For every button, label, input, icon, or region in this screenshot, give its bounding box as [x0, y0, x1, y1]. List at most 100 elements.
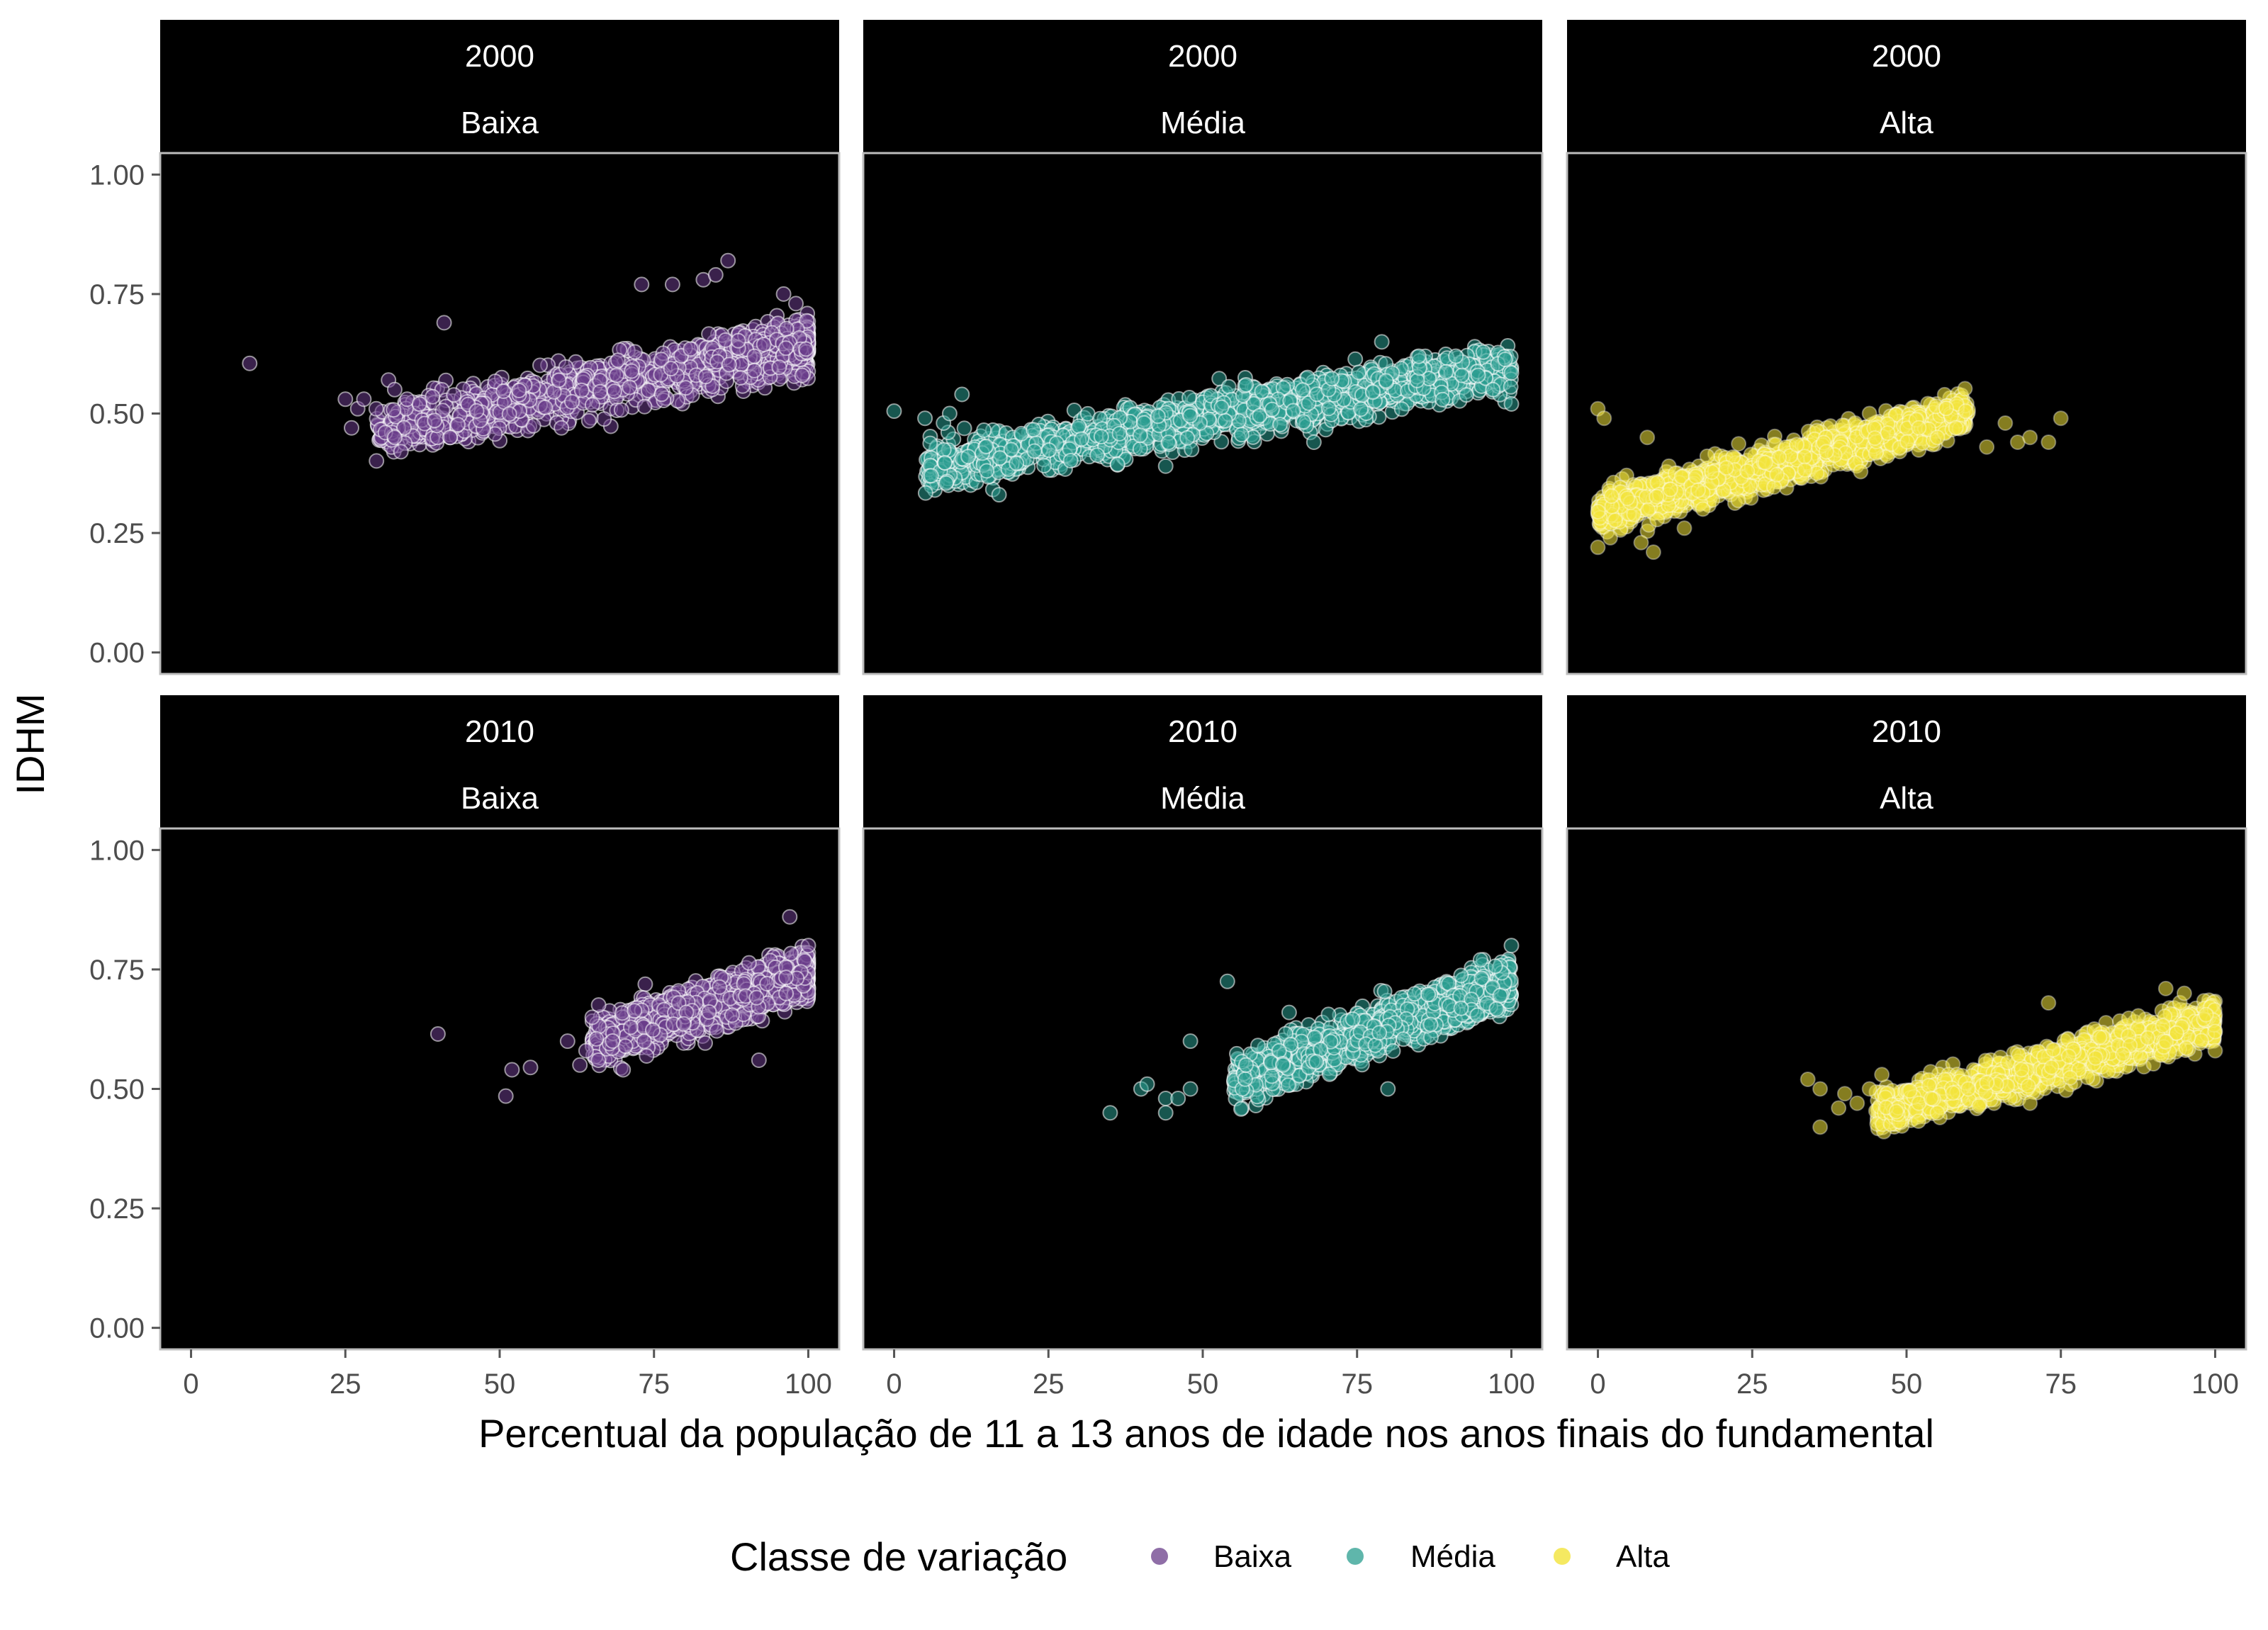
data-point-outlier [1645, 544, 1661, 561]
data-point [386, 402, 402, 418]
data-point [746, 348, 763, 364]
data-point [1731, 436, 1747, 452]
data-point [1041, 442, 1057, 459]
data-point [584, 397, 600, 413]
data-point [1150, 408, 1166, 425]
data-point [1590, 503, 1606, 519]
data-point [1026, 422, 1042, 438]
data-point [937, 455, 953, 471]
data-point-outlier [707, 266, 724, 283]
data-point [624, 363, 640, 379]
data-point [1233, 427, 1250, 443]
data-point [992, 450, 1008, 466]
data-point-outlier [1929, 429, 1946, 446]
data-point [1347, 351, 1364, 367]
data-point [369, 453, 385, 469]
data-point [1264, 401, 1280, 417]
data-point-outlier [1306, 434, 1322, 450]
data-point-outlier [941, 405, 958, 422]
data-point-outlier [1695, 501, 1711, 517]
data-point [1272, 417, 1289, 433]
data-point [1797, 462, 1813, 478]
data-point [922, 435, 938, 451]
data-point-outlier [794, 367, 810, 383]
data-point [1179, 429, 1196, 446]
data-point [573, 382, 590, 398]
data-point-outlier [1639, 429, 1656, 446]
data-point-outlier [1602, 529, 1618, 546]
data-point-outlier [788, 296, 804, 312]
data-point-outlier [1818, 444, 1834, 460]
data-point [1320, 400, 1337, 417]
data-point-outlier [242, 355, 258, 371]
facet-strip-year: 2010 [465, 714, 534, 749]
data-point [1071, 418, 1087, 434]
data-point-outlier [1503, 365, 1520, 381]
facet-strip-class: Baixa [461, 106, 539, 140]
data-point [1771, 449, 1787, 466]
data-point [1619, 490, 1635, 507]
data-point [798, 341, 814, 357]
data-point [1435, 391, 1451, 408]
data-point [1459, 387, 1474, 403]
data-point-outlier [393, 444, 409, 460]
data-point-outlier [1676, 520, 1692, 536]
data-point [1089, 447, 1105, 463]
data-point [717, 332, 734, 348]
data-point [1074, 431, 1089, 447]
data-point [1957, 381, 1973, 397]
data-point [1853, 463, 1869, 480]
data-point [427, 412, 443, 429]
data-point [425, 388, 441, 405]
data-point [1351, 364, 1367, 381]
data-point-outlier [411, 396, 427, 412]
data-point [613, 402, 629, 418]
data-point-outlier [1448, 348, 1464, 364]
data-point [1640, 502, 1656, 518]
data-point [609, 367, 624, 383]
data-point [501, 406, 517, 422]
data-point-outlier [2040, 434, 2057, 450]
data-point [637, 976, 653, 992]
data-point-outlier [1238, 377, 1254, 393]
data-point [1834, 417, 1851, 434]
data-point-outlier [337, 391, 354, 408]
data-point [1704, 464, 1720, 480]
data-point-outlier [991, 487, 1007, 503]
data-point [622, 379, 638, 395]
scatter-points [242, 252, 816, 469]
data-point-outlier [356, 391, 372, 408]
data-point [678, 380, 694, 396]
data-point [1109, 456, 1125, 473]
data-point [1295, 382, 1310, 398]
data-point [1393, 401, 1410, 417]
data-point [606, 383, 622, 400]
facet-strip-class: Média [1160, 106, 1245, 140]
data-point [956, 420, 972, 437]
data-point [1688, 468, 1704, 485]
data-point [1470, 367, 1486, 383]
data-point [495, 383, 512, 399]
data-point-outlier [1590, 539, 1606, 556]
data-point [1739, 463, 1756, 479]
data-point [771, 359, 787, 376]
data-point [917, 485, 933, 501]
data-point [1353, 401, 1369, 417]
data-point [446, 387, 462, 403]
data-point [683, 341, 699, 357]
data-point [1662, 481, 1678, 498]
data-point [580, 412, 597, 429]
data-point [777, 340, 794, 356]
data-point-outlier [886, 403, 902, 420]
data-point [551, 372, 567, 388]
data-point-outlier [954, 386, 970, 403]
data-point [1160, 434, 1177, 451]
data-point [938, 475, 954, 491]
data-point-outlier [634, 276, 650, 293]
facet-strip-class: Alta [1880, 106, 1933, 140]
data-point [1364, 384, 1381, 400]
data-point-outlier [1997, 415, 2014, 431]
